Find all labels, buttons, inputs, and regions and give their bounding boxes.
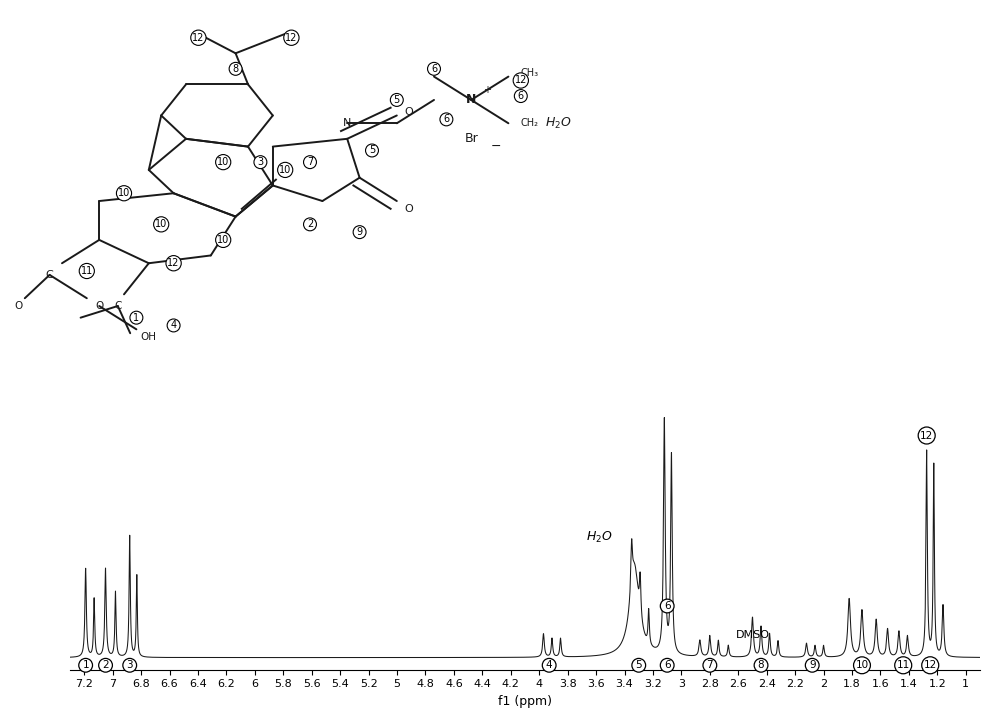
Text: C: C [114, 301, 121, 311]
Text: N: N [343, 118, 351, 128]
Text: 8: 8 [758, 660, 764, 670]
Text: OH: OH [141, 332, 157, 342]
Text: 11: 11 [81, 266, 93, 276]
Text: 8: 8 [233, 64, 239, 74]
Text: 10: 10 [217, 157, 229, 167]
Text: $H_2O$: $H_2O$ [586, 530, 612, 545]
Text: 12: 12 [167, 258, 180, 269]
Text: 10: 10 [279, 165, 291, 175]
Text: 10: 10 [217, 235, 229, 245]
Text: +: + [483, 85, 491, 95]
Text: O: O [14, 301, 23, 311]
Text: 4: 4 [171, 320, 177, 330]
Text: C: C [46, 270, 53, 280]
Text: 7: 7 [307, 157, 313, 167]
Text: 6: 6 [518, 91, 524, 101]
Text: O: O [405, 107, 414, 117]
Text: 5: 5 [635, 660, 642, 670]
Text: 9: 9 [357, 227, 363, 237]
Text: 10: 10 [118, 188, 130, 198]
Text: 1: 1 [82, 660, 89, 670]
Text: $H_2O$: $H_2O$ [545, 116, 571, 131]
Text: CH₃: CH₃ [521, 68, 539, 78]
Text: 2: 2 [307, 220, 313, 230]
Text: 12: 12 [192, 32, 205, 42]
Text: 11: 11 [897, 660, 910, 670]
Text: 2: 2 [102, 660, 109, 670]
Text: DMSO: DMSO [736, 630, 770, 640]
Text: 6: 6 [443, 114, 449, 125]
Text: O: O [405, 204, 414, 214]
Text: N: N [466, 94, 476, 107]
Text: 9: 9 [809, 660, 816, 670]
Text: 10: 10 [155, 220, 167, 230]
Text: 5: 5 [394, 95, 400, 105]
Text: −: − [491, 140, 501, 153]
Text: 6: 6 [664, 660, 670, 670]
Text: 12: 12 [515, 76, 527, 86]
Text: 4: 4 [546, 660, 552, 670]
Text: 12: 12 [285, 32, 298, 42]
Text: 6: 6 [431, 64, 437, 74]
Text: 3: 3 [257, 157, 263, 167]
Text: 3: 3 [126, 660, 133, 670]
X-axis label: f1 (ppm): f1 (ppm) [498, 695, 552, 708]
Text: 7: 7 [707, 660, 713, 670]
Text: 5: 5 [369, 145, 375, 156]
Text: 10: 10 [855, 660, 869, 670]
Text: 12: 12 [920, 431, 933, 441]
Text: 6: 6 [664, 601, 670, 611]
Text: O: O [95, 301, 103, 311]
Text: Br: Br [464, 132, 478, 145]
Text: 1: 1 [133, 312, 139, 323]
Text: CH₂: CH₂ [521, 118, 539, 128]
Text: 12: 12 [924, 660, 937, 670]
